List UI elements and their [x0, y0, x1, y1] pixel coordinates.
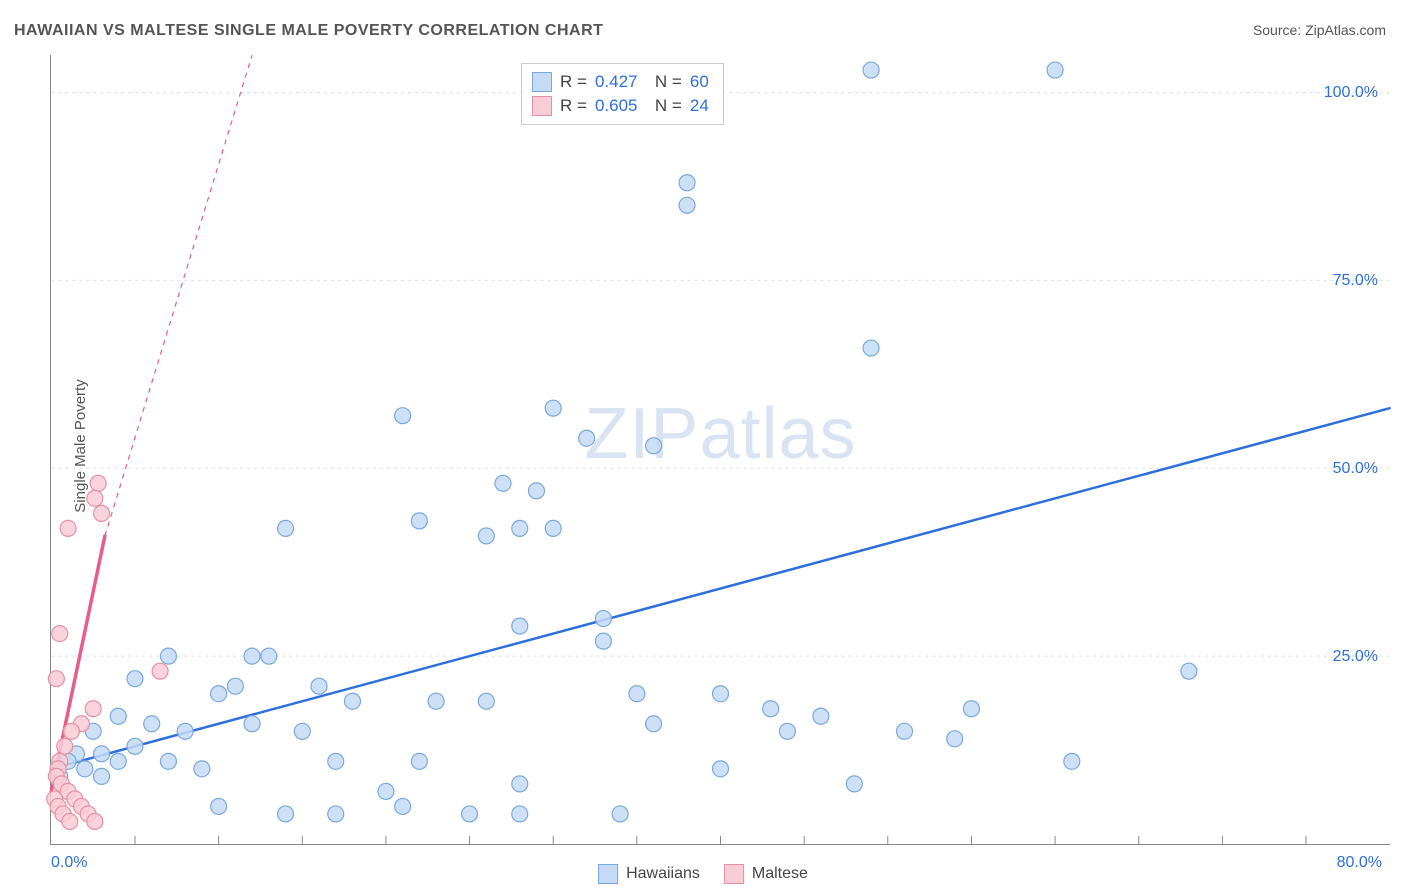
- legend-swatch-hawaiians-icon: [598, 864, 618, 884]
- legend-swatch-maltese: [532, 96, 552, 116]
- y-tick-label: 100.0%: [1324, 84, 1378, 102]
- y-tick-label: 50.0%: [1333, 460, 1378, 478]
- x-tick-min: 0.0%: [51, 854, 87, 872]
- legend-row-maltese: R = 0.605 N = 24: [532, 94, 709, 118]
- r-value-hawaiians: 0.427: [595, 70, 638, 94]
- legend-label-hawaiians: Hawaiians: [626, 865, 700, 883]
- correlation-legend: R = 0.427 N = 60 R = 0.605 N = 24: [521, 63, 724, 125]
- legend-swatch-maltese-icon: [724, 864, 744, 884]
- x-tick-max: 80.0%: [1337, 854, 1382, 872]
- y-tick-label: 25.0%: [1333, 648, 1378, 666]
- legend-label-maltese: Maltese: [752, 865, 808, 883]
- n-value-maltese: 24: [690, 94, 709, 118]
- r-value-maltese: 0.605: [595, 94, 638, 118]
- n-value-hawaiians: 60: [690, 70, 709, 94]
- legend-swatch-hawaiians: [532, 72, 552, 92]
- legend-item-hawaiians: Hawaiians: [598, 864, 700, 884]
- series-legend: Hawaiians Maltese: [598, 864, 808, 884]
- source-label: Source: ZipAtlas.com: [1253, 22, 1386, 38]
- chart-title: HAWAIIAN VS MALTESE SINGLE MALE POVERTY …: [14, 22, 603, 40]
- chart-container: HAWAIIAN VS MALTESE SINGLE MALE POVERTY …: [0, 0, 1406, 892]
- y-tick-label: 75.0%: [1333, 272, 1378, 290]
- legend-row-hawaiians: R = 0.427 N = 60: [532, 70, 709, 94]
- plot-area: ZIPatlas R = 0.427 N = 60 R = 0.605 N = …: [50, 55, 1390, 845]
- legend-item-maltese: Maltese: [724, 864, 808, 884]
- scatter-svg: [51, 55, 1390, 844]
